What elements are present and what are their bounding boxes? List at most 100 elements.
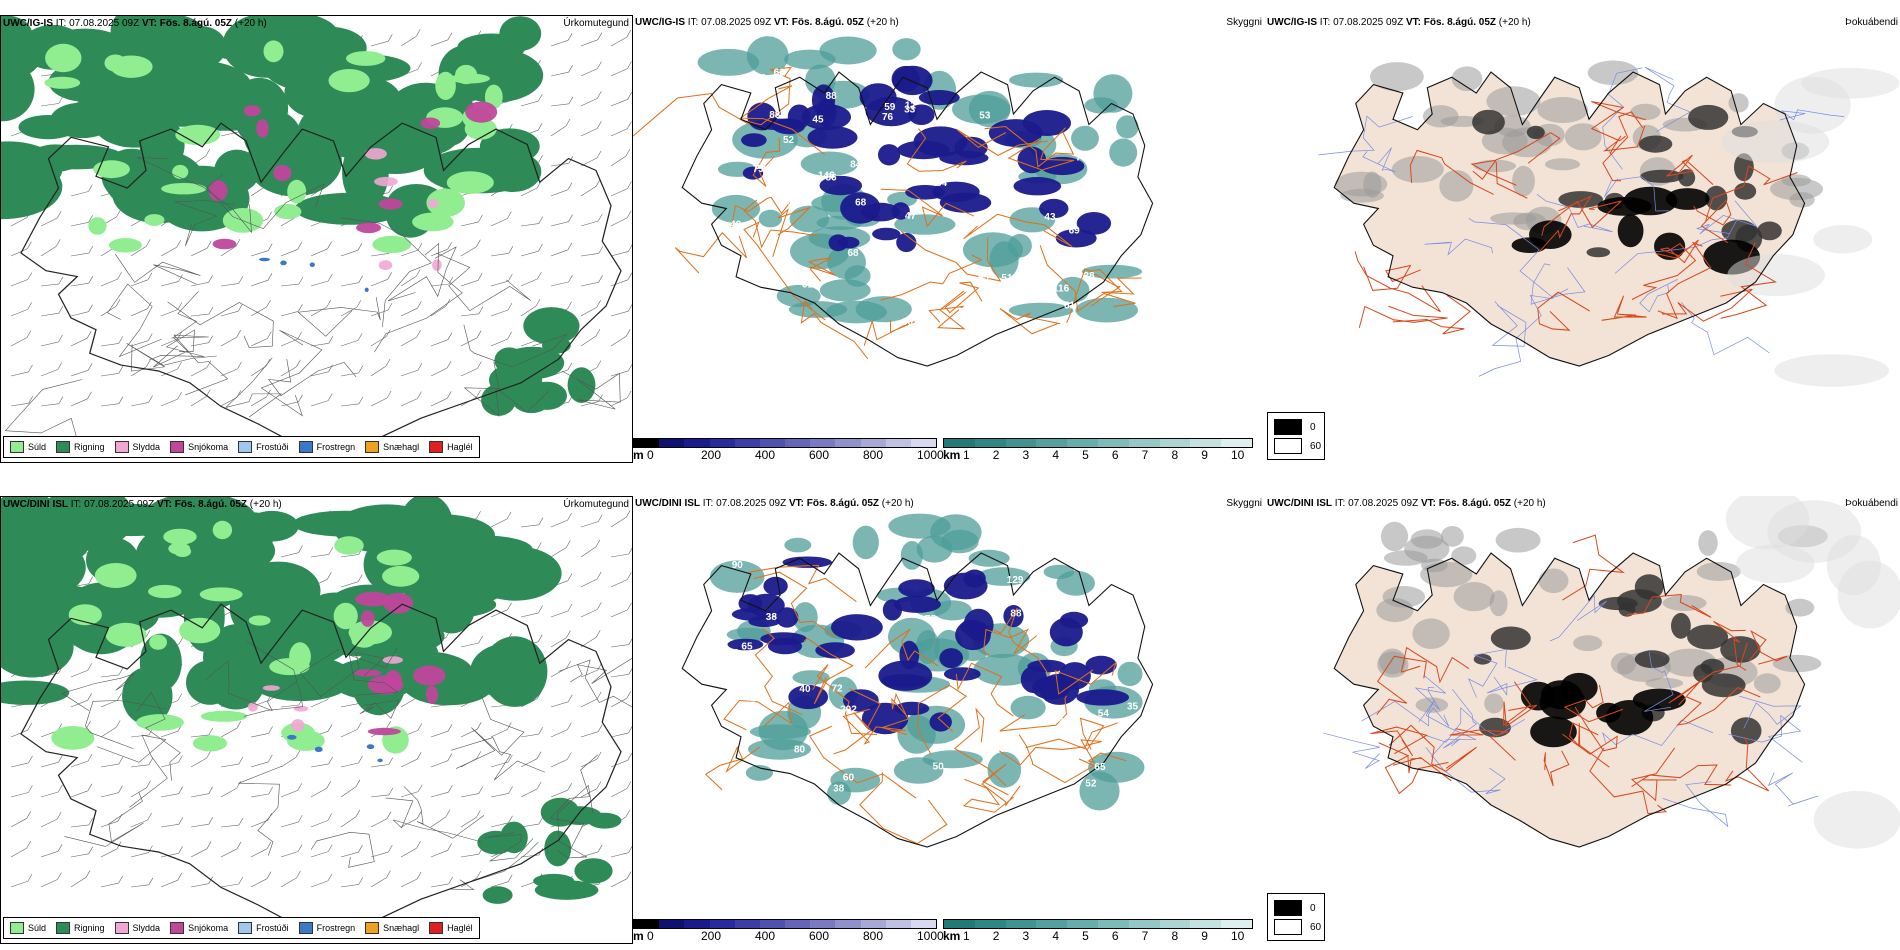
wind-barb-flag xyxy=(236,841,242,849)
field-blob xyxy=(1116,115,1139,139)
wind-barb xyxy=(40,341,59,347)
wind-barb-flag xyxy=(537,123,543,131)
wind-barb xyxy=(550,547,567,558)
field-blob xyxy=(801,103,851,131)
wind-barb-flag xyxy=(177,391,182,400)
wind-barb xyxy=(610,644,629,648)
road-line xyxy=(1370,726,1428,757)
field-blob xyxy=(726,627,771,642)
field-blob xyxy=(293,705,309,712)
road-line xyxy=(863,319,915,346)
colorbar-tick-label: 2 xyxy=(992,929,1000,943)
visibility-field xyxy=(697,36,1143,324)
road-line xyxy=(136,691,181,781)
legend-swatch xyxy=(238,441,253,453)
road-line xyxy=(359,699,400,719)
field-blob xyxy=(1039,198,1069,219)
wind-barb-flag xyxy=(447,724,453,732)
colorbar-tick-label: 2 xyxy=(992,448,1000,462)
colorbar-tick-label: 8 xyxy=(1171,929,1179,943)
road-line xyxy=(204,660,298,712)
wind-barb-flag xyxy=(145,239,151,247)
field-blob xyxy=(913,126,968,157)
wind-barb-flag xyxy=(507,602,512,610)
field-blob xyxy=(203,623,278,692)
field-blob xyxy=(943,667,981,681)
wind-barb-flag xyxy=(358,877,364,885)
field-blob xyxy=(372,235,412,253)
wind-barb xyxy=(310,820,328,828)
field-blob xyxy=(1772,654,1822,673)
colorbar-bin xyxy=(1190,439,1222,447)
wind-barb xyxy=(370,309,389,317)
wind-barb-flag xyxy=(597,91,602,99)
legend-item: Súld xyxy=(10,922,46,934)
cloudbase-colorbar: m 0 200 400 600 800 1000 xyxy=(633,919,944,943)
wind-barb-flag xyxy=(566,540,571,548)
wind-barb xyxy=(280,851,299,858)
wind-barb xyxy=(550,789,568,798)
wind-barb-flag xyxy=(476,389,481,398)
wind-barb xyxy=(430,883,449,888)
field-blob xyxy=(792,602,818,633)
colorbar-tick-label: 5 xyxy=(1082,929,1089,943)
wind-barb-flag xyxy=(598,246,604,254)
legend-swatch xyxy=(10,922,24,934)
field-blob xyxy=(782,556,832,568)
wind-barb xyxy=(460,642,479,648)
wind-barb xyxy=(430,283,449,287)
colorbar-bin xyxy=(734,439,760,447)
wind-barb-flag xyxy=(326,299,331,308)
colorbar-bin xyxy=(910,920,937,928)
wind-barb xyxy=(220,397,237,407)
wind-barb-flag xyxy=(177,693,183,701)
visibility-value: 38 xyxy=(833,783,845,794)
visibility-value: 12 xyxy=(740,299,752,310)
road-line xyxy=(809,725,917,799)
legend-label: Slydda xyxy=(132,923,161,933)
road-line xyxy=(803,637,854,705)
wind-barb xyxy=(250,306,267,317)
wind-barb xyxy=(490,609,508,618)
wind-barb-flag xyxy=(417,391,422,399)
wind-barb-flag xyxy=(88,276,94,284)
wind-barb-flag xyxy=(388,34,393,42)
field-blob xyxy=(1725,496,1810,550)
wind-barb xyxy=(100,699,118,708)
panel-right-title: Skyggni xyxy=(1226,498,1262,509)
wind-barb xyxy=(70,699,88,708)
wind-barb-flag xyxy=(266,389,271,398)
wind-barb-flag xyxy=(567,694,573,702)
field-blob xyxy=(1058,662,1091,690)
wind-barb xyxy=(400,369,419,377)
field-blob xyxy=(1564,123,1602,151)
field-blob xyxy=(831,614,883,641)
legend-item: Frostregn xyxy=(298,922,355,934)
field-blob xyxy=(1597,197,1652,216)
wind-barb-flag xyxy=(626,30,631,38)
wind-barb-flag xyxy=(567,242,573,250)
wind-barb xyxy=(100,278,118,287)
wind-barb-flag xyxy=(118,667,124,676)
wind-barb xyxy=(550,103,569,107)
wind-barb-flag xyxy=(598,275,603,283)
wind-barb-flag xyxy=(177,361,182,370)
wind-barb xyxy=(490,761,509,768)
road-line xyxy=(704,746,760,791)
visibility-value: 76 xyxy=(882,112,894,123)
wind-barb xyxy=(520,100,539,107)
road-line xyxy=(739,85,825,155)
wind-barb xyxy=(340,786,357,798)
wind-barb-flag xyxy=(26,330,32,338)
wind-barb xyxy=(280,877,297,888)
wind-barb-flag xyxy=(538,244,543,252)
wind-barb-flag xyxy=(297,844,303,852)
field-blob xyxy=(481,384,516,416)
road-line xyxy=(558,659,632,708)
road-line xyxy=(1470,159,1528,199)
field-blob xyxy=(1698,530,1718,556)
wind-barb-flag xyxy=(327,241,332,249)
field-blob xyxy=(825,300,887,324)
wind-barb-flag xyxy=(508,815,513,823)
legend-swatch xyxy=(365,441,380,453)
